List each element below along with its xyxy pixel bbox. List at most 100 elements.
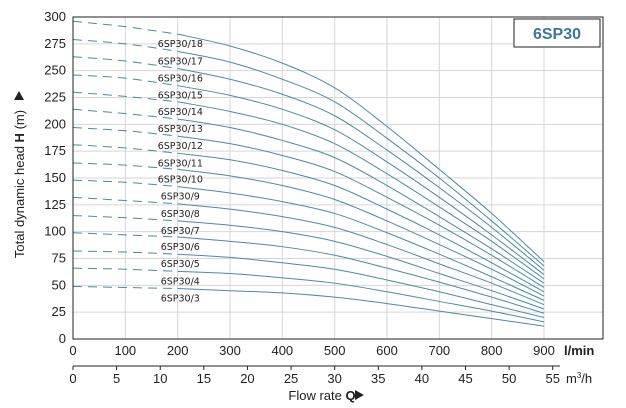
- x-tick-label-lmin: 400: [271, 343, 293, 358]
- curve-solid-segment: [177, 270, 545, 323]
- y-tick-label: 25: [52, 304, 66, 319]
- performance-curves: [72, 20, 545, 327]
- x-tick-label-lmin: 0: [69, 343, 76, 358]
- y-tick-label: 50: [52, 277, 66, 292]
- curve-dashed-segment: [72, 91, 178, 103]
- grid: [73, 17, 603, 339]
- curve-label: 6SP30/9: [161, 192, 200, 203]
- y-axis-ticks: 0 25 50 75 100 125 150 175 200 225 250 275 300: [44, 9, 66, 346]
- x-unit-m3h-tail: /h: [581, 371, 592, 386]
- curve-solid-segment: [177, 186, 545, 301]
- x-tick-label-m3h: 25: [284, 371, 298, 386]
- curve-label: 6SP30/18: [158, 39, 203, 50]
- curve-dashed-segment: [72, 162, 178, 170]
- x-tick-label-m3h: 0: [69, 371, 76, 386]
- y-axis-title-unit: (m): [12, 110, 27, 133]
- curve-label: 6SP30/16: [158, 74, 203, 85]
- curve-label: 6SP30/5: [161, 259, 200, 270]
- curve-solid-segment: [177, 118, 545, 284]
- y-tick-label: 300: [44, 9, 66, 24]
- curve-dashed-segment: [72, 179, 178, 188]
- y-axis-title-text: Total dynamic head: [12, 142, 27, 258]
- y-tick-label: 175: [44, 143, 66, 158]
- curve-label: 6SP30/6: [161, 242, 200, 253]
- curve-solid-segment: [177, 135, 545, 288]
- x-unit-m3h-exp: 3: [577, 371, 582, 380]
- x-axis-title: Flow rate Q: [288, 388, 355, 403]
- y-tick-label: 200: [44, 116, 66, 131]
- curve-dashed-segment: [72, 39, 178, 52]
- y-axis-arrow-icon: [14, 91, 24, 100]
- x-tick-label-m3h: 35: [371, 371, 385, 386]
- curve-solid-segment: [177, 236, 545, 314]
- x-tick-label-lmin: 600: [376, 343, 398, 358]
- y-tick-label: 275: [44, 36, 66, 51]
- curve-dashed-segment: [72, 144, 178, 154]
- curve-label: 6SP30/8: [161, 209, 200, 220]
- curve-label: 6SP30/3: [161, 294, 200, 305]
- curve-solid-segment: [177, 168, 545, 297]
- curve-label: 6SP30/15: [158, 91, 203, 102]
- curve-dashed-segment: [72, 196, 178, 205]
- curve-solid-segment: [177, 220, 545, 310]
- x-tick-label-lmin: 300: [219, 343, 241, 358]
- x-axis-ticks-lmin: 0 100 200 300 400 500 600 700 800 900: [69, 343, 554, 358]
- curve-dashed-segment: [72, 250, 178, 255]
- curve-label: 6SP30/4: [161, 276, 200, 287]
- curve-solid-segment: [177, 101, 545, 280]
- curve-label: 6SP30/12: [158, 141, 203, 152]
- x-tick-label-lmin: 800: [481, 343, 503, 358]
- model-tag-box: [513, 18, 601, 48]
- y-axis-title-symbol: H: [12, 133, 27, 142]
- curve-solid-segment: [177, 203, 545, 306]
- curve-dashed-segment: [72, 20, 178, 35]
- y-tick-label: 0: [59, 331, 66, 346]
- y-tick-label: 100: [44, 224, 66, 239]
- x-tick-label-lmin: 900: [533, 343, 555, 358]
- curve-label: 6SP30/13: [158, 124, 203, 135]
- x-tick-label-m3h: 50: [502, 371, 516, 386]
- x-tick-label-m3h: 10: [153, 371, 167, 386]
- curve-solid-segment: [177, 288, 545, 327]
- x-tick-label-m3h: 30: [327, 371, 341, 386]
- x-tick-label-lmin: 700: [428, 343, 450, 358]
- curve-solid-segment: [177, 253, 545, 319]
- curve-label: 6SP30/11: [158, 158, 203, 169]
- curve-solid-segment: [177, 85, 545, 275]
- curve-label: 6SP30/7: [161, 226, 200, 237]
- curve-dashed-segment: [72, 127, 178, 137]
- curve-dashed-segment: [72, 215, 178, 222]
- x-tick-label-lmin: 100: [114, 343, 136, 358]
- x-tick-label-m3h: 15: [197, 371, 211, 386]
- x-unit-m3h-base: m: [566, 371, 577, 386]
- curve-dashed-segment: [72, 56, 178, 70]
- curve-solid-segment: [177, 50, 545, 267]
- model-tag: 6SP30: [533, 26, 581, 43]
- curve-dashed-segment: [72, 267, 178, 272]
- x-tick-label-lmin: 200: [167, 343, 189, 358]
- y-tick-label: 150: [44, 170, 66, 185]
- curve-dashed-segment: [72, 74, 178, 87]
- y-tick-label: 225: [44, 90, 66, 105]
- x-tick-label-m3h: 40: [415, 371, 429, 386]
- curve-dashed-segment: [72, 285, 178, 290]
- y-axis-title: Total dynamic head H (m): [12, 110, 27, 258]
- x-axis-arrow-icon: [355, 390, 364, 400]
- curve-solid-segment: [177, 152, 545, 293]
- x-unit-m3h: m3/h: [566, 371, 592, 386]
- curve-label: 6SP30/10: [158, 174, 203, 185]
- y-tick-label: 75: [52, 251, 66, 266]
- y-tick-label: 125: [44, 197, 66, 212]
- x-tick-label-m3h: 5: [113, 371, 120, 386]
- x-tick-label-lmin: 500: [324, 343, 346, 358]
- x-tick-label-m3h: 55: [545, 371, 559, 386]
- curve-dashed-segment: [72, 108, 178, 120]
- y-axis-title-group: Total dynamic head H (m): [12, 110, 27, 258]
- curve-solid-segment: [177, 33, 545, 263]
- x-axis-title-symbol: Q: [345, 388, 355, 403]
- x-axis-ticks-m3h: 0 5 10 15 20 25 30 35 40 45 50 55: [69, 366, 560, 386]
- curve-dashed-segment: [72, 232, 178, 238]
- curve-label: 6SP30/14: [158, 107, 203, 118]
- x-tick-label-m3h: 45: [458, 371, 472, 386]
